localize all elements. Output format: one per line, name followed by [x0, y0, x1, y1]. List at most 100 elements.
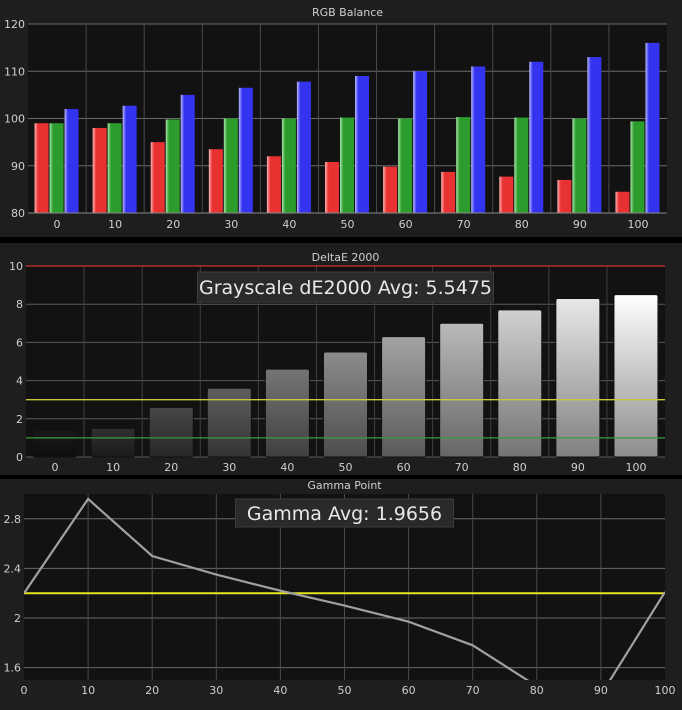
bar [587, 57, 602, 214]
x-tick-label: 100 [627, 218, 648, 231]
bar [64, 109, 79, 213]
x-tick-label: 10 [81, 684, 95, 697]
y-tick-label: 2 [14, 612, 21, 625]
x-tick-label: 80 [530, 684, 544, 697]
x-tick-label: 70 [455, 461, 469, 474]
x-tick-label: 100 [625, 461, 646, 474]
bar [49, 123, 64, 213]
x-tick-label: 90 [571, 461, 585, 474]
x-tick-label: 80 [513, 461, 527, 474]
bar [439, 322, 485, 458]
bar [90, 427, 136, 458]
x-tick-label: 30 [224, 218, 238, 231]
y-tick-label: 2.4 [4, 562, 22, 575]
bar [398, 118, 413, 213]
bar [441, 171, 456, 213]
x-tick-label: 30 [222, 461, 236, 474]
x-tick-label: 50 [339, 461, 353, 474]
bar [180, 94, 195, 213]
y-tick-label: 6 [16, 336, 23, 349]
bar [296, 81, 311, 214]
bar [471, 66, 486, 214]
x-tick-label: 60 [399, 218, 413, 231]
x-tick-label: 80 [515, 218, 529, 231]
x-tick-label: 10 [108, 218, 122, 231]
x-tick-label: 20 [145, 684, 159, 697]
x-tick-label: 40 [273, 684, 287, 697]
bar [325, 161, 339, 213]
x-tick-label: 90 [594, 684, 608, 697]
bar [340, 117, 354, 213]
bar [264, 368, 310, 458]
x-tick-label: 0 [52, 461, 59, 474]
bar [266, 156, 281, 213]
x-tick-label: 0 [21, 684, 28, 697]
bar [281, 118, 296, 213]
x-tick-label: 30 [209, 684, 223, 697]
bar [381, 336, 427, 458]
bar [34, 123, 49, 213]
bar [92, 127, 107, 213]
bar [499, 176, 514, 213]
bar [572, 118, 587, 213]
bar [32, 429, 78, 458]
y-tick-label: 2 [16, 413, 23, 426]
bar [238, 87, 253, 213]
bar [122, 105, 137, 213]
x-tick-label: 50 [338, 684, 352, 697]
y-tick-label: 8 [16, 298, 23, 311]
bar [630, 121, 645, 213]
y-tick-label: 10 [9, 260, 23, 273]
x-tick-label: 100 [655, 684, 676, 697]
bar [383, 166, 398, 213]
bar [150, 142, 165, 213]
bar [107, 123, 122, 213]
bar [413, 71, 428, 213]
gamma-chart: Gamma Point 1.6 2 2.4 2.8 0 10 20 30 40 50 60 70 80 90… [0, 479, 682, 710]
x-tick-label: 10 [106, 461, 120, 474]
chart-title: DeltaE 2000 [312, 251, 380, 264]
bar [323, 351, 368, 458]
x-tick-label: 70 [457, 218, 471, 231]
x-tick-label: 20 [164, 461, 178, 474]
average-annotation: Grayscale dE2000 Avg: 5.5475 [199, 277, 492, 299]
annotation-box [235, 498, 454, 528]
y-tick-label: 120 [4, 18, 25, 31]
bar [456, 117, 471, 213]
y-tick-label: 4 [16, 375, 23, 388]
bar [206, 387, 252, 458]
bar [497, 309, 543, 458]
chart-title: RGB Balance [312, 6, 383, 19]
y-tick-label: 100 [4, 113, 25, 126]
average-annotation: Gamma Avg: 1.9656 [247, 503, 442, 525]
y-tick-label: 2.8 [4, 513, 22, 526]
bar [613, 294, 659, 458]
bar [223, 118, 238, 213]
x-tick-label: 60 [397, 461, 411, 474]
bar [555, 297, 601, 458]
y-tick-label: 110 [4, 65, 25, 78]
y-tick-label: 1.6 [4, 662, 22, 675]
y-tick-label: 80 [11, 207, 25, 220]
annotation-box [197, 271, 494, 303]
x-tick-label: 50 [341, 218, 355, 231]
y-tick-label: 0 [16, 451, 23, 464]
bar [529, 61, 544, 213]
x-tick-label: 90 [573, 218, 587, 231]
bar [355, 75, 369, 213]
x-tick-label: 40 [280, 461, 294, 474]
bar [165, 119, 180, 213]
bar [615, 191, 630, 213]
bar [557, 179, 572, 213]
bar [514, 117, 529, 213]
x-tick-label: 0 [54, 218, 61, 231]
x-tick-label: 70 [466, 684, 480, 697]
y-tick-label: 90 [11, 160, 25, 173]
x-tick-label: 20 [166, 218, 180, 231]
chart-title: Gamma Point [307, 479, 382, 492]
bar [208, 149, 223, 213]
bar [645, 42, 660, 214]
bar [148, 406, 194, 458]
